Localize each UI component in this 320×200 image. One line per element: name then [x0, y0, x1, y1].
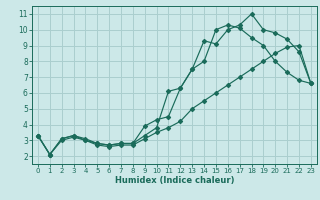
X-axis label: Humidex (Indice chaleur): Humidex (Indice chaleur)	[115, 176, 234, 185]
